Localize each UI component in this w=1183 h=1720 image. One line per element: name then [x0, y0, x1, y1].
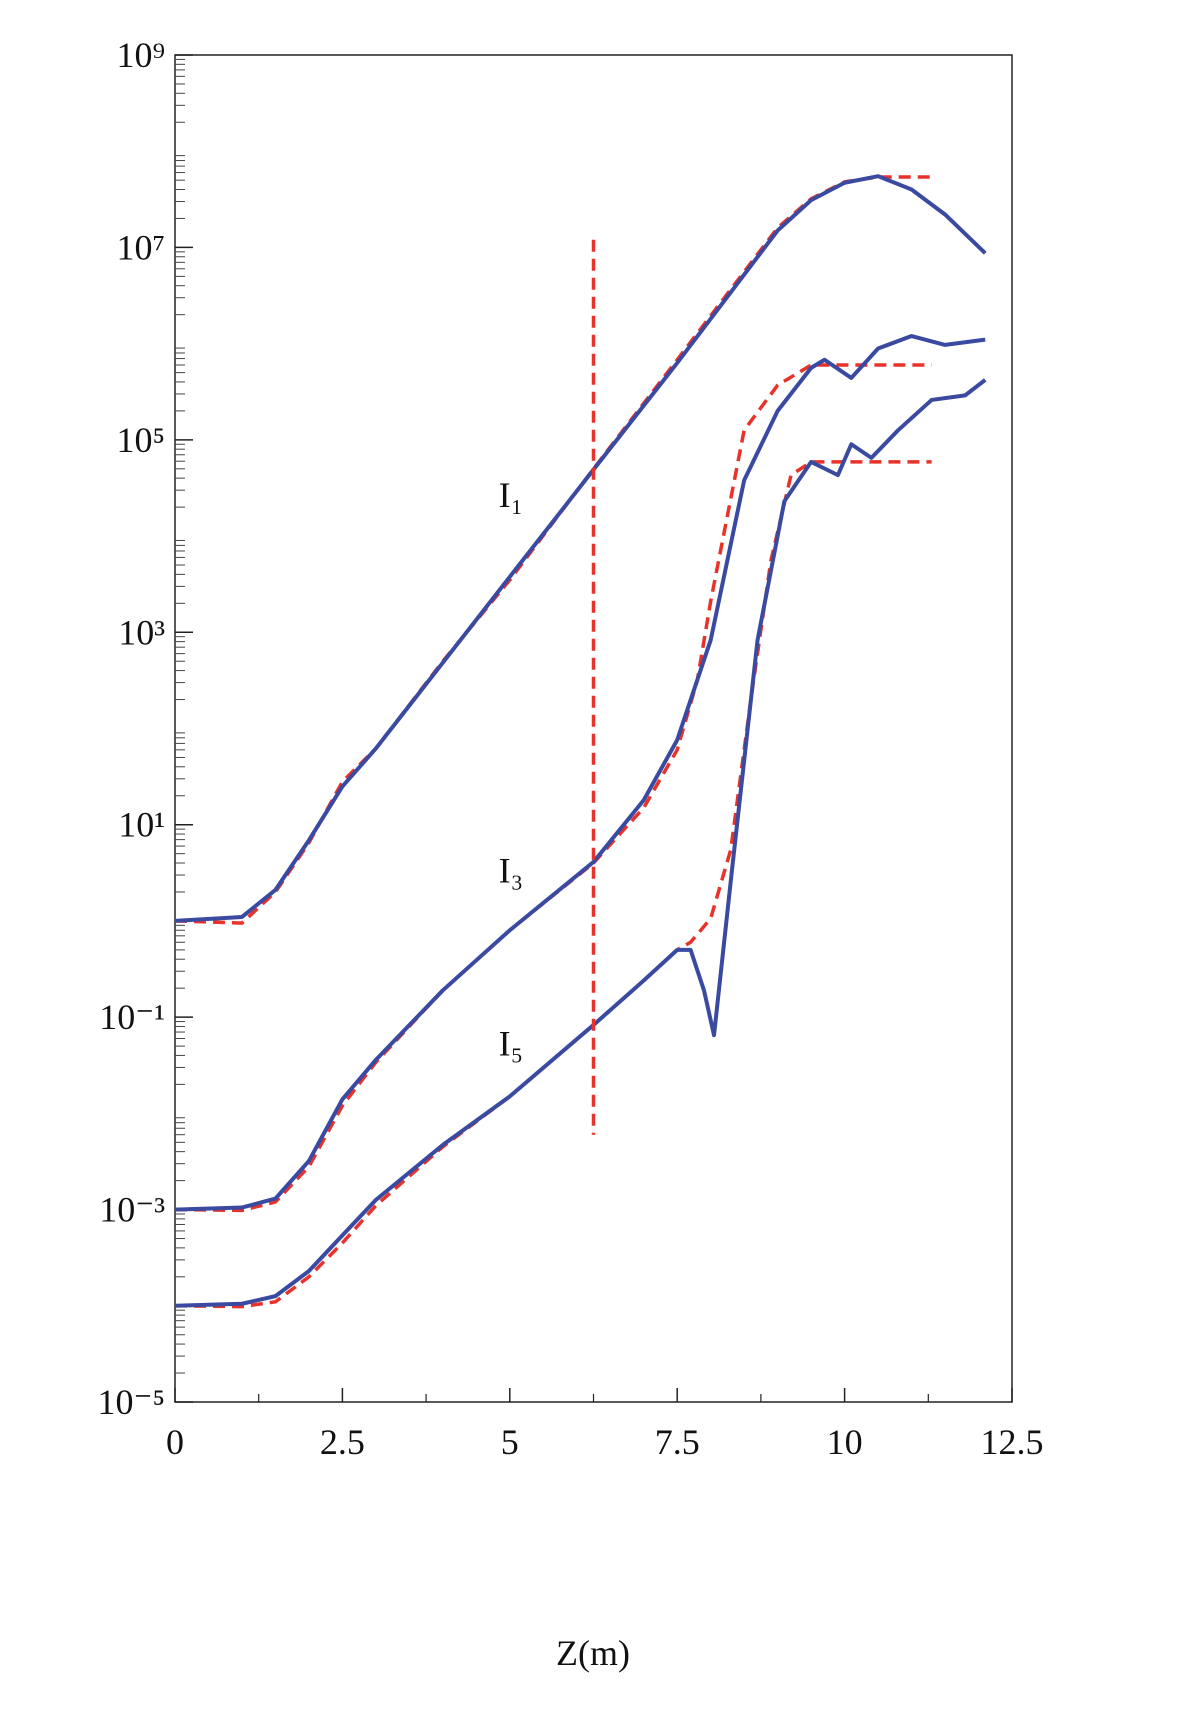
y-tick-label: 10⁻³ [99, 1190, 165, 1230]
x-tick-label: 10 [827, 1422, 863, 1462]
series-line [174, 174, 987, 923]
x-axis-label: Z(m) [556, 1633, 630, 1673]
x-tick-label: 0 [166, 1422, 184, 1462]
x-tick-label: 2.5 [320, 1422, 365, 1462]
series-line [174, 175, 932, 925]
series-line [174, 363, 932, 1213]
y-tick-label: 10¹ [118, 805, 165, 845]
series-line [174, 378, 987, 1308]
y-tick-label: 10⁵ [116, 420, 165, 460]
y-tick-label: 10⁹ [116, 35, 165, 75]
curve-label: I₁ [499, 475, 524, 515]
y-tick-label: 10³ [118, 612, 165, 652]
curve-label: I₃ [499, 851, 524, 891]
curve-label: I₅ [499, 1023, 524, 1063]
y-tick-label: 10⁻⁵ [97, 1382, 165, 1422]
y-tick-label: 10⁻¹ [99, 997, 165, 1037]
plot-frame [174, 54, 1013, 1403]
series-line [174, 460, 932, 1309]
y-tick-label: 10⁷ [116, 227, 165, 267]
series-line [174, 334, 986, 1212]
x-tick-label: 7.5 [655, 1422, 700, 1462]
x-tick-label: 5 [501, 1422, 519, 1462]
x-tick-label: 12.5 [981, 1422, 1044, 1462]
